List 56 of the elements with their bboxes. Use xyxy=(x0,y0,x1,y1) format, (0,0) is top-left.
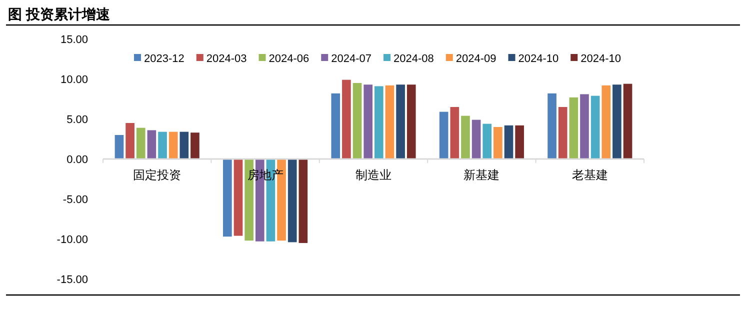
bar xyxy=(482,124,492,159)
legend-label: 2024-03 xyxy=(206,53,247,65)
bar xyxy=(136,128,146,159)
bar xyxy=(180,132,189,159)
bar xyxy=(504,125,514,159)
legend-label: 2024-06 xyxy=(268,53,310,65)
bar xyxy=(548,93,556,159)
bar xyxy=(623,84,632,159)
bar xyxy=(385,85,394,159)
bar xyxy=(494,127,502,159)
x-tick-label: 固定投资 xyxy=(133,168,182,182)
legend-label: 2023-12 xyxy=(144,53,184,65)
bar xyxy=(342,80,351,159)
legend-label: 2024-10 xyxy=(580,53,621,65)
bar xyxy=(364,84,372,159)
y-tick-label: 5.00 xyxy=(66,114,88,126)
legend-label: 2024-07 xyxy=(331,53,372,65)
bar xyxy=(439,112,448,159)
bar xyxy=(331,93,340,159)
bar xyxy=(396,84,405,159)
bar xyxy=(569,97,578,159)
bar xyxy=(450,107,460,159)
bar xyxy=(126,123,134,159)
x-tick-label: 制造业 xyxy=(356,168,392,182)
legend-label: 2024-10 xyxy=(518,53,559,65)
bar xyxy=(612,84,622,159)
bar xyxy=(234,159,243,236)
y-tick-label: 10.00 xyxy=(60,74,88,86)
y-tick-label: -15.00 xyxy=(56,274,88,286)
bar xyxy=(472,120,481,159)
y-tick-label: -5.00 xyxy=(62,194,88,206)
bar xyxy=(590,96,600,159)
bar xyxy=(223,159,232,237)
bar xyxy=(461,116,470,159)
bar xyxy=(580,94,589,159)
y-tick-label: -10.00 xyxy=(56,234,88,246)
bar xyxy=(168,132,178,159)
bar xyxy=(374,86,384,159)
y-tick-label: 15.00 xyxy=(60,34,88,46)
bar xyxy=(515,125,524,159)
x-tick-label: 老基建 xyxy=(572,168,608,182)
bar xyxy=(602,85,611,159)
bar xyxy=(298,159,308,243)
bar xyxy=(190,132,200,159)
bar xyxy=(114,135,124,159)
bar xyxy=(406,84,416,159)
bar xyxy=(558,107,568,159)
x-tick-label: 新基建 xyxy=(464,168,500,182)
legend-label: 2024-08 xyxy=(394,53,434,65)
bar xyxy=(288,159,297,242)
legend-label: 2024-09 xyxy=(456,53,496,65)
chart-title: 图 投资累计增速 xyxy=(8,6,111,22)
bar xyxy=(158,132,167,159)
y-tick-label: 0.00 xyxy=(66,154,88,166)
bar xyxy=(147,130,156,159)
bar xyxy=(352,83,362,159)
